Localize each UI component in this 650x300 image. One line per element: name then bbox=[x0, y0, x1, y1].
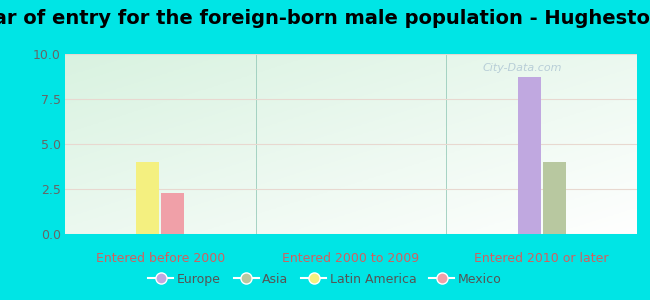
Bar bbox=[517, 77, 541, 234]
Bar bbox=[543, 162, 566, 234]
Text: Entered before 2000: Entered before 2000 bbox=[96, 252, 225, 265]
Bar bbox=[161, 193, 185, 234]
Legend: Europe, Asia, Latin America, Mexico: Europe, Asia, Latin America, Mexico bbox=[144, 268, 506, 291]
Text: Entered 2000 to 2009: Entered 2000 to 2009 bbox=[283, 252, 419, 265]
Text: City-Data.com: City-Data.com bbox=[483, 63, 562, 74]
Text: Year of entry for the foreign-born male population - Hughestown: Year of entry for the foreign-born male … bbox=[0, 9, 650, 28]
Text: Entered 2010 or later: Entered 2010 or later bbox=[474, 252, 609, 265]
Bar bbox=[136, 162, 159, 234]
